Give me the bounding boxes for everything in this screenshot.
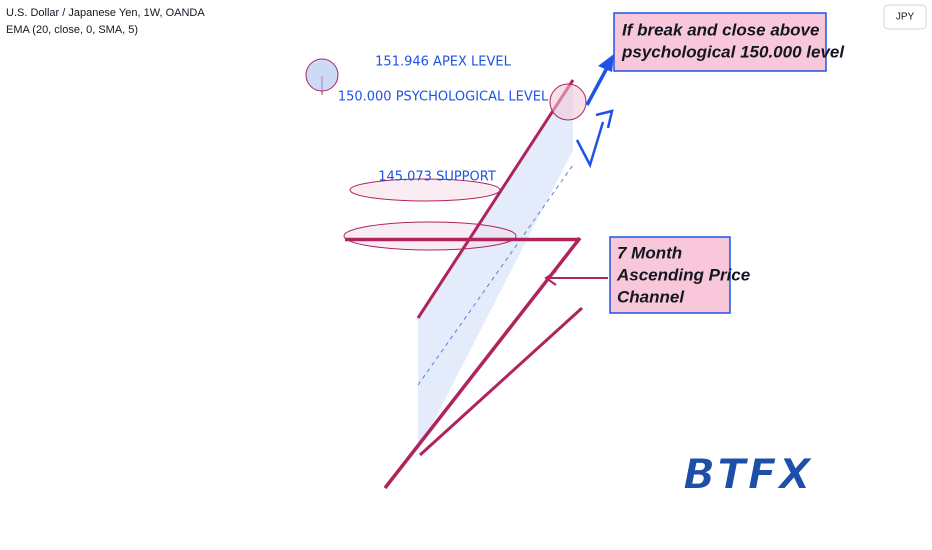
currency-label: JPY — [896, 12, 915, 23]
level-text: 150.000 PSYCHOLOGICAL LEVEL — [338, 90, 549, 105]
breakout-text: If break and close above — [622, 20, 819, 39]
channel-parallel — [418, 306, 584, 457]
apex-circle — [305, 58, 339, 92]
channel-box — [609, 236, 731, 314]
zigzag-arrow — [575, 109, 614, 169]
logo: BTFX — [683, 450, 813, 499]
channel-midline — [417, 164, 574, 386]
channel-text: 7 Month — [617, 243, 682, 262]
currency-box — [883, 4, 927, 30]
top-circle — [549, 83, 587, 121]
level-text: 145.073 SUPPORT — [378, 170, 496, 185]
breakout-box — [613, 12, 827, 72]
chart-title: U.S. Dollar / Japanese Yen, 1W, OANDA — [6, 7, 205, 19]
channel-text: Channel — [617, 287, 685, 306]
level-text: 151.946 APEX LEVEL — [375, 55, 511, 70]
breakout-arrow — [585, 65, 610, 106]
indicator-label: EMA (20, close, 0, SMA, 5) — [6, 24, 138, 36]
drawings — [321, 76, 574, 452]
callout-arrowhead — [544, 270, 557, 286]
overlays: If break and close above psychological 1… — [6, 4, 927, 499]
breakout-arrowhead — [598, 54, 614, 72]
breakout-text: psychological 150.000 level — [621, 42, 845, 61]
channel-text: Ascending Price — [616, 265, 750, 284]
channel-fill — [418, 80, 573, 452]
range-ellipse — [343, 221, 517, 251]
channel-upper — [416, 79, 575, 319]
